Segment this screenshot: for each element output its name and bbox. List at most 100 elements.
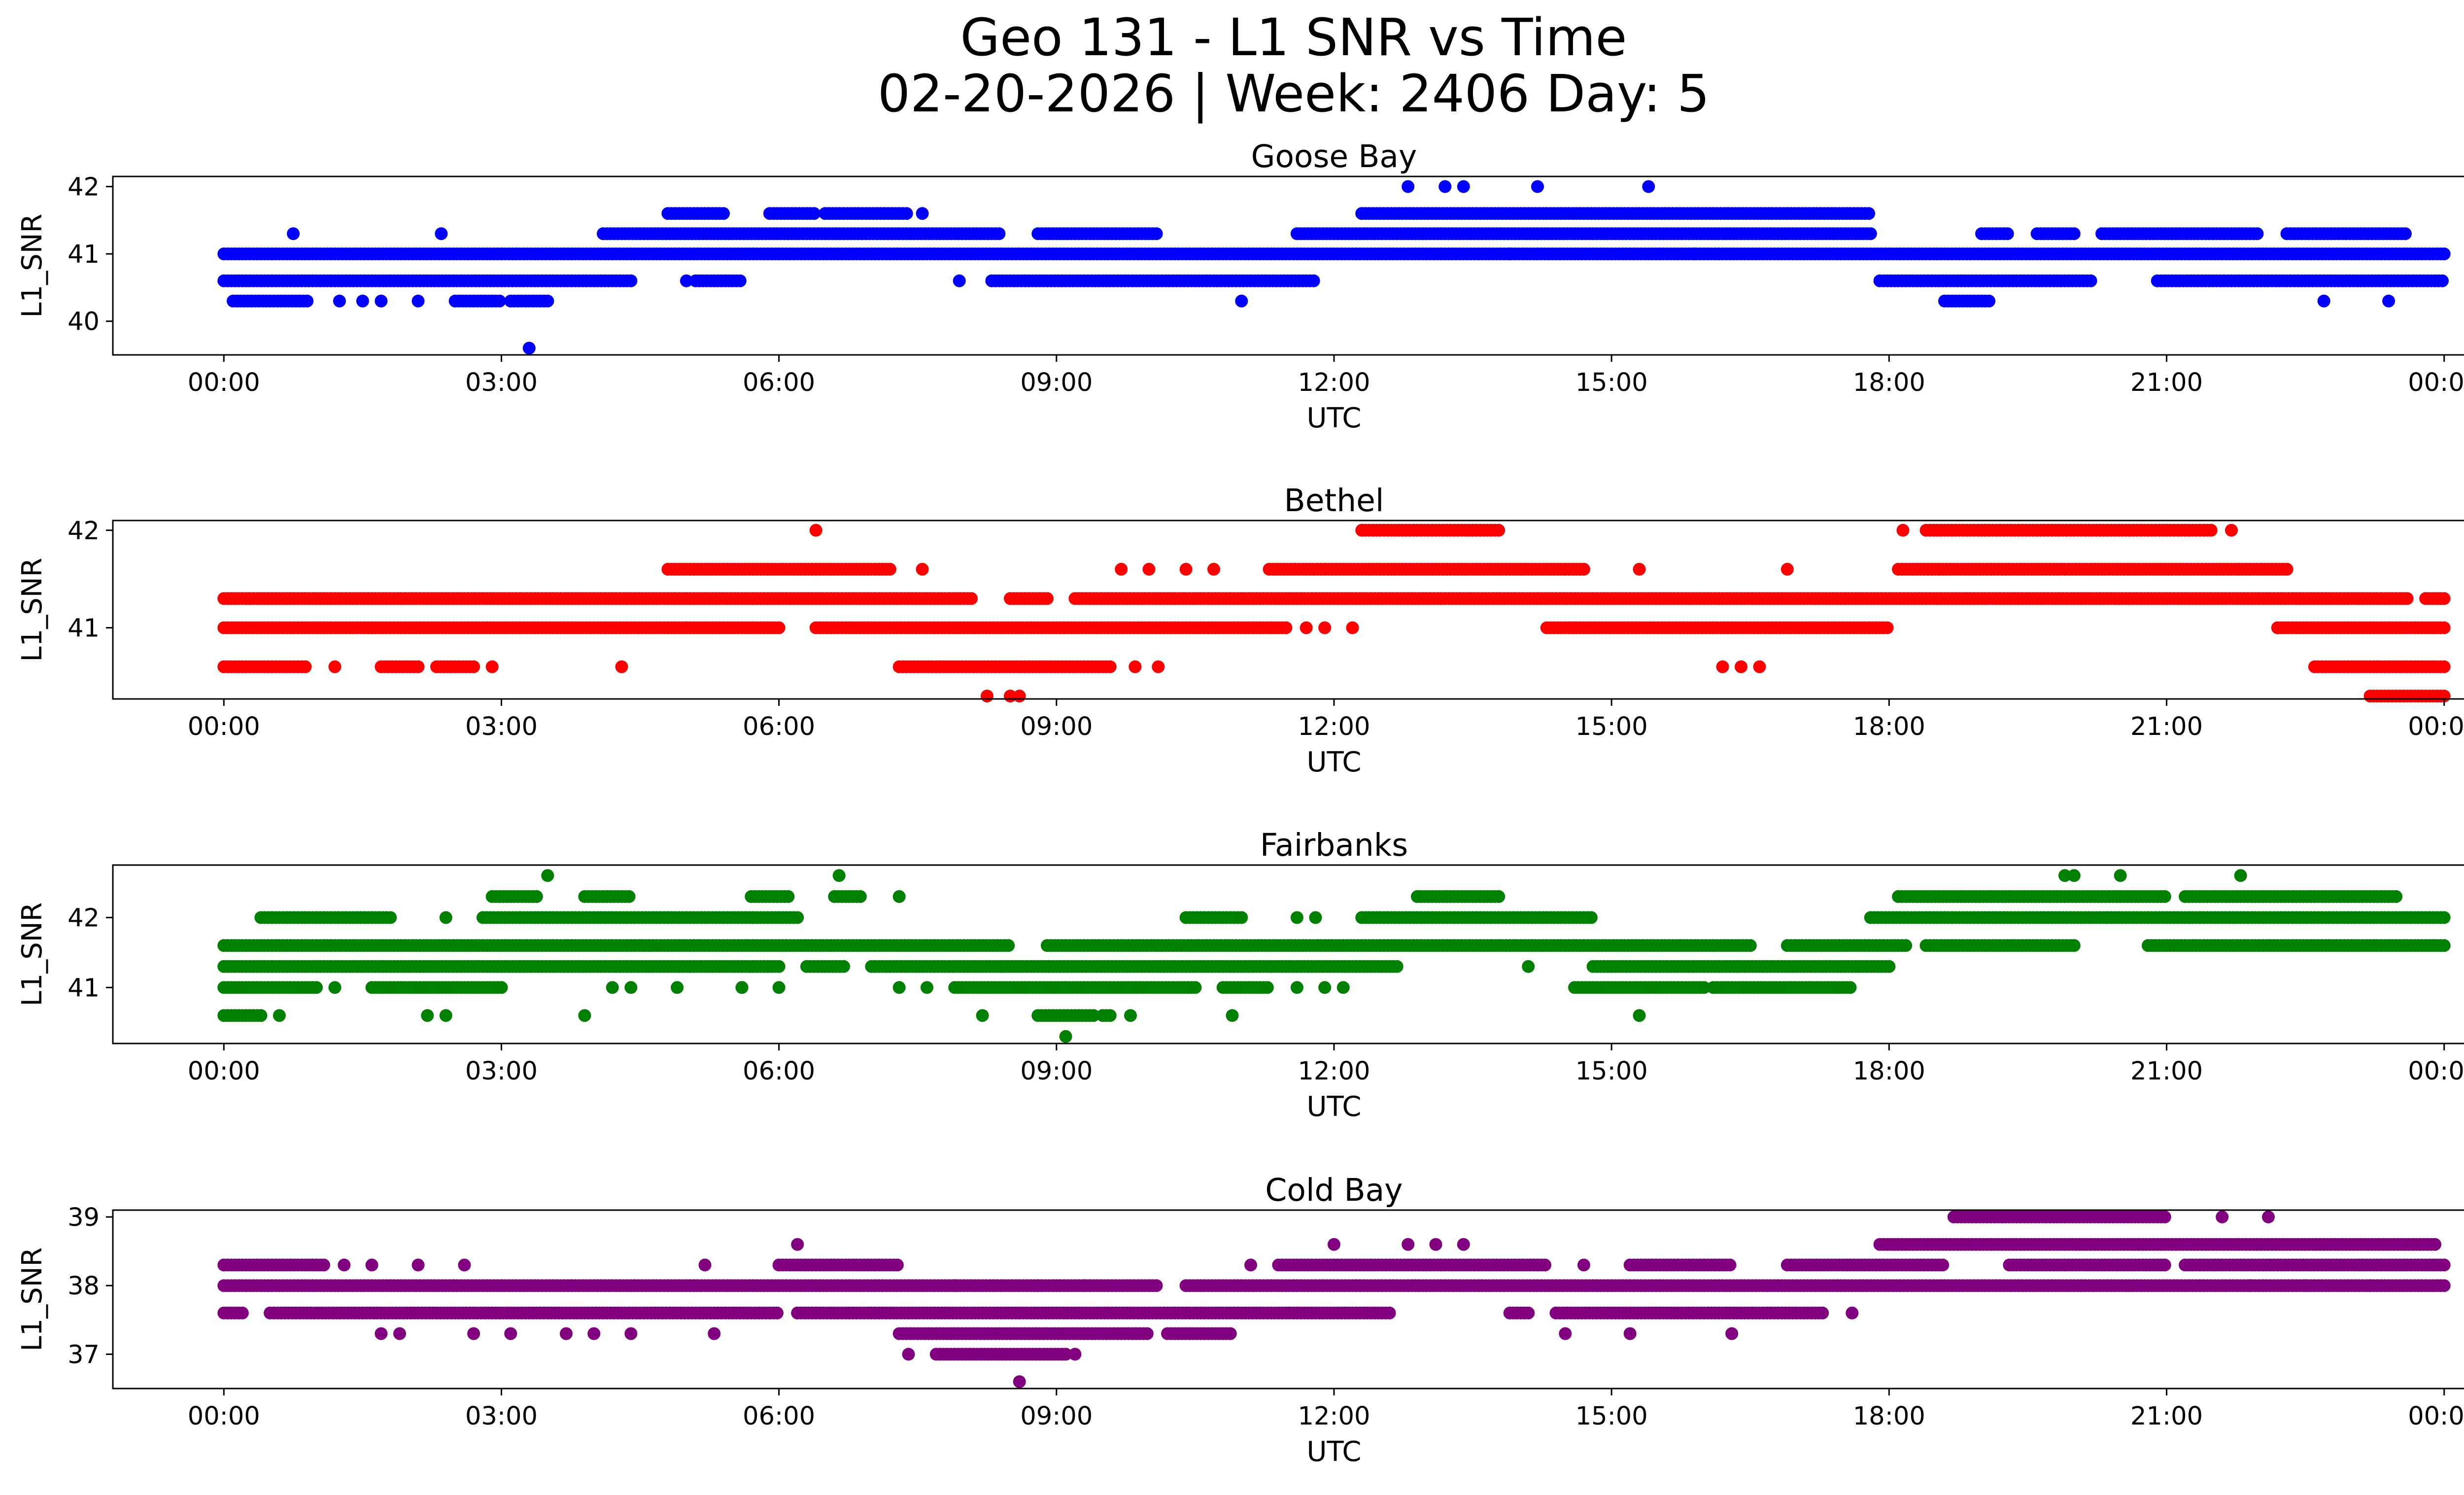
- data-point: [375, 294, 388, 308]
- data-point: [837, 960, 850, 973]
- data-point: [1864, 227, 1877, 241]
- data-point: [1633, 562, 1646, 576]
- data-point: [2067, 939, 2081, 952]
- series-points: [217, 869, 2451, 1043]
- data-point: [953, 274, 966, 287]
- data-point: [1577, 562, 1590, 576]
- data-point: [2390, 890, 2403, 903]
- data-point: [467, 660, 480, 673]
- data-point: [2158, 890, 2171, 903]
- x-tick-label: 21:00: [2130, 368, 2203, 397]
- data-point: [530, 890, 543, 903]
- data-point: [2280, 562, 2293, 576]
- x-tick-label: 15:00: [1575, 368, 1648, 397]
- data-point: [1103, 1009, 1117, 1022]
- data-point: [733, 274, 747, 287]
- data-point: [624, 981, 638, 994]
- data-point: [2234, 869, 2247, 882]
- data-point: [411, 660, 425, 673]
- data-point: [680, 274, 693, 287]
- x-tick-label: 06:00: [743, 712, 815, 741]
- data-point: [1318, 981, 1332, 994]
- data-point: [2382, 294, 2396, 308]
- data-point: [1336, 981, 1350, 994]
- data-point: [981, 690, 993, 703]
- x-tick-label: 06:00: [743, 368, 815, 397]
- data-point: [435, 227, 448, 241]
- data-point: [622, 890, 636, 903]
- data-point: [1279, 621, 1293, 634]
- data-point: [1438, 180, 1452, 193]
- data-point: [1522, 960, 1535, 973]
- y-tick-label: 42: [68, 517, 100, 546]
- figure-title-line2: 02-20-2026 | Week: 2406 Day: 5: [878, 64, 1710, 124]
- data-point: [1124, 1009, 1137, 1022]
- axes-frame: [112, 175, 2464, 356]
- data-point: [495, 981, 508, 994]
- data-point: [421, 1009, 434, 1022]
- x-tick-label: 03:00: [465, 368, 538, 397]
- y-tick-label: 41: [68, 614, 100, 643]
- data-point: [1899, 939, 1913, 952]
- data-point: [832, 869, 846, 882]
- data-point: [2400, 592, 2414, 605]
- data-point: [883, 562, 896, 576]
- data-point: [1013, 690, 1026, 703]
- data-point: [1235, 294, 1248, 308]
- data-point: [2067, 869, 2081, 882]
- data-point: [965, 592, 978, 605]
- x-tick-label: 09:00: [1020, 712, 1093, 741]
- data-point: [2436, 274, 2449, 287]
- data-point: [2437, 660, 2451, 673]
- data-point: [1152, 660, 1165, 673]
- y-tick-label: 41: [68, 240, 100, 269]
- data-point: [772, 621, 786, 634]
- data-point: [1584, 911, 1598, 924]
- data-point: [791, 911, 804, 924]
- panel-title: Goose Bay: [1251, 139, 1417, 174]
- data-point: [1531, 180, 1544, 193]
- data-point: [1896, 523, 1910, 537]
- data-point: [2437, 621, 2451, 634]
- data-point: [772, 960, 786, 973]
- data-point: [1882, 960, 1896, 973]
- x-axis-label: UTC: [1306, 402, 1361, 434]
- data-point: [1492, 523, 1506, 537]
- data-point: [606, 981, 619, 994]
- data-point: [2437, 939, 2451, 952]
- data-point: [1300, 621, 1313, 634]
- data-point: [439, 1009, 452, 1022]
- data-point: [1642, 180, 1655, 193]
- data-point: [2398, 227, 2412, 241]
- data-point: [1235, 911, 1248, 924]
- data-point: [1115, 562, 1128, 576]
- data-point: [892, 981, 906, 994]
- data-point: [1142, 562, 1156, 576]
- data-point: [541, 869, 554, 882]
- data-point: [1688, 247, 1702, 261]
- data-point: [301, 294, 314, 308]
- data-point: [328, 981, 342, 994]
- data-point: [287, 227, 300, 241]
- data-point: [578, 1009, 591, 1022]
- data-point: [1390, 960, 1403, 973]
- data-point: [439, 911, 452, 924]
- data-point: [2251, 227, 2264, 241]
- data-point: [1862, 207, 1876, 220]
- data-point: [717, 207, 730, 220]
- data-point: [900, 207, 913, 220]
- data-point: [671, 981, 684, 994]
- data-point: [992, 227, 1006, 241]
- data-point: [1716, 660, 1729, 673]
- x-tick-label: 12:00: [1298, 712, 1370, 741]
- series-points: [217, 523, 2451, 703]
- data-point: [411, 294, 425, 308]
- data-point: [854, 890, 867, 903]
- y-tick-label: 40: [68, 308, 100, 337]
- y-tick-label: 42: [68, 173, 100, 202]
- data-point: [1290, 981, 1303, 994]
- data-point: [356, 294, 369, 308]
